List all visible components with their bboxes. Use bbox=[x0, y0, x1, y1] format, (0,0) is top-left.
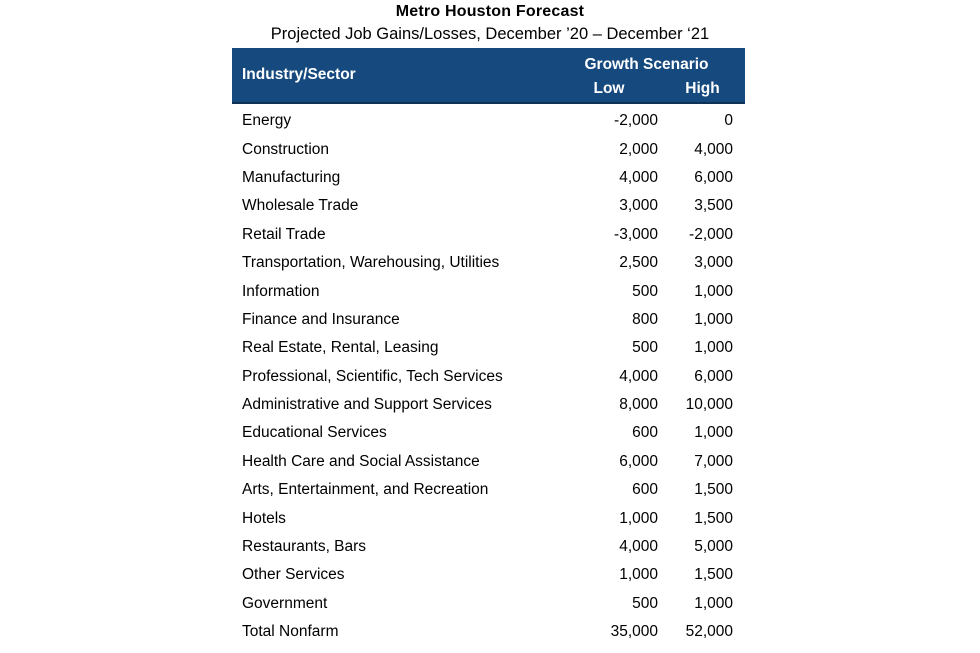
header-growth-scenario: Growth Scenario bbox=[584, 56, 709, 73]
table-row: Real Estate, Rental, Leasing 500 1,000 bbox=[232, 334, 745, 362]
page-title: Metro Houston Forecast bbox=[395, 3, 585, 20]
table-body: Energy -2,000 0 Construction 2,000 4,000 Manuf… bbox=[232, 104, 745, 646]
table-row: Professional, Scientific, Tech Services 4… bbox=[232, 363, 745, 391]
table-row: Finance and Insurance 800 1,000 bbox=[232, 306, 745, 334]
sector-cell: Other Services bbox=[242, 566, 345, 584]
sector-cell: Finance and Insurance bbox=[242, 310, 400, 328]
low-value-cell: 1,000 bbox=[619, 509, 658, 527]
high-value-cell: 1,500 bbox=[694, 481, 733, 499]
sector-cell: Energy bbox=[242, 112, 292, 130]
low-value-cell: 3,000 bbox=[619, 197, 658, 215]
sector-cell: Hotels bbox=[242, 509, 286, 527]
low-value-cell: 1,000 bbox=[619, 566, 658, 584]
high-value-cell: 1,000 bbox=[694, 310, 733, 328]
high-value-cell: 1,000 bbox=[694, 339, 733, 357]
low-value-cell: -2,000 bbox=[614, 112, 658, 130]
low-value-cell: 8,000 bbox=[619, 396, 658, 414]
low-value-cell: 500 bbox=[632, 282, 658, 300]
high-value-cell: 1,000 bbox=[694, 282, 733, 300]
low-value-cell: 600 bbox=[632, 424, 658, 442]
high-value-cell: 6,000 bbox=[694, 367, 733, 385]
high-value-cell: 10,000 bbox=[685, 396, 733, 414]
table-row: Educational Services 600 1,000 bbox=[232, 419, 745, 447]
sector-cell: Arts, Entertainment, and Recreation bbox=[242, 481, 489, 499]
forecast-table: Industry/Sector Growth Scenario Low High… bbox=[232, 48, 745, 646]
high-value-cell: 3,000 bbox=[694, 254, 733, 272]
low-value-cell: 800 bbox=[632, 310, 658, 328]
high-value-cell: 3,500 bbox=[694, 197, 733, 215]
sector-cell: Retail Trade bbox=[242, 225, 326, 243]
table-row: Arts, Entertainment, and Recreation 600 1,… bbox=[232, 476, 745, 504]
table-row: Hotels 1,000 1,500 bbox=[232, 504, 745, 532]
header-high: High bbox=[685, 79, 720, 97]
high-value-cell: 4,000 bbox=[694, 140, 733, 158]
high-value-cell: 5,000 bbox=[694, 538, 733, 556]
table-row: Retail Trade -3,000 -2,000 bbox=[232, 221, 745, 249]
table-row: Government 500 1,000 bbox=[232, 590, 745, 618]
high-value-cell: 7,000 bbox=[694, 452, 733, 470]
high-value-cell: 6,000 bbox=[694, 168, 733, 186]
table-row: Manufacturing 4,000 6,000 bbox=[232, 164, 745, 192]
sector-cell: Administrative and Support Services bbox=[242, 396, 492, 414]
high-value-cell: -2,000 bbox=[689, 225, 733, 243]
sector-cell: Transportation, Warehousing, Utilities bbox=[242, 254, 500, 272]
sector-cell: Restaurants, Bars bbox=[242, 538, 367, 556]
sector-cell: Professional, Scientific, Tech Services bbox=[242, 367, 503, 385]
table-row: Health Care and Social Assistance 6,000 7,… bbox=[232, 448, 745, 476]
high-value-cell: 1,000 bbox=[694, 594, 733, 612]
low-value-cell: 600 bbox=[632, 481, 658, 499]
table-row: Restaurants, Bars 4,000 5,000 bbox=[232, 533, 745, 561]
table-row: Construction 2,000 4,000 bbox=[232, 135, 745, 163]
low-value-cell: 500 bbox=[632, 339, 658, 357]
table-row: Transportation, Warehousing, Utilities 2,… bbox=[232, 249, 745, 277]
header-industry-sector: Industry/Sector bbox=[242, 66, 356, 83]
sector-cell: Educational Services bbox=[242, 424, 387, 442]
low-value-cell: 35,000 bbox=[610, 623, 658, 641]
low-value-cell: -3,000 bbox=[614, 225, 658, 243]
sector-cell: Health Care and Social Assistance bbox=[242, 452, 480, 470]
high-value-cell: 0 bbox=[724, 112, 733, 130]
table-row: Energy -2,000 0 bbox=[232, 107, 745, 135]
table-header: Industry/Sector Growth Scenario Low High bbox=[232, 48, 745, 104]
high-value-cell: 1,000 bbox=[694, 424, 733, 442]
page-subtitle: Projected Job Gains/Losses, December ’20… bbox=[270, 25, 710, 43]
table-row: Information 500 1,000 bbox=[232, 277, 745, 305]
low-value-cell: 2,500 bbox=[619, 254, 658, 272]
table-row: Wholesale Trade 3,000 3,500 bbox=[232, 192, 745, 220]
low-value-cell: 500 bbox=[632, 594, 658, 612]
high-value-cell: 1,500 bbox=[694, 509, 733, 527]
sector-cell: Government bbox=[242, 594, 328, 612]
low-value-cell: 4,000 bbox=[619, 367, 658, 385]
table-row: Total Nonfarm 35,000 52,000 bbox=[232, 618, 745, 646]
sector-cell: Construction bbox=[242, 140, 330, 158]
low-value-cell: 4,000 bbox=[619, 538, 658, 556]
low-value-cell: 2,000 bbox=[619, 140, 658, 158]
sector-cell: Information bbox=[242, 282, 320, 300]
sector-cell: Total Nonfarm bbox=[242, 623, 339, 641]
sector-cell: Wholesale Trade bbox=[242, 197, 359, 215]
table-row: Other Services 1,000 1,500 bbox=[232, 561, 745, 589]
header-low: Low bbox=[593, 79, 625, 97]
sector-cell: Real Estate, Rental, Leasing bbox=[242, 339, 439, 357]
high-value-cell: 1,500 bbox=[694, 566, 733, 584]
high-value-cell: 52,000 bbox=[685, 623, 733, 641]
low-value-cell: 6,000 bbox=[619, 452, 658, 470]
table-row: Administrative and Support Services 8,000… bbox=[232, 391, 745, 419]
low-value-cell: 4,000 bbox=[619, 168, 658, 186]
sector-cell: Manufacturing bbox=[242, 168, 341, 186]
